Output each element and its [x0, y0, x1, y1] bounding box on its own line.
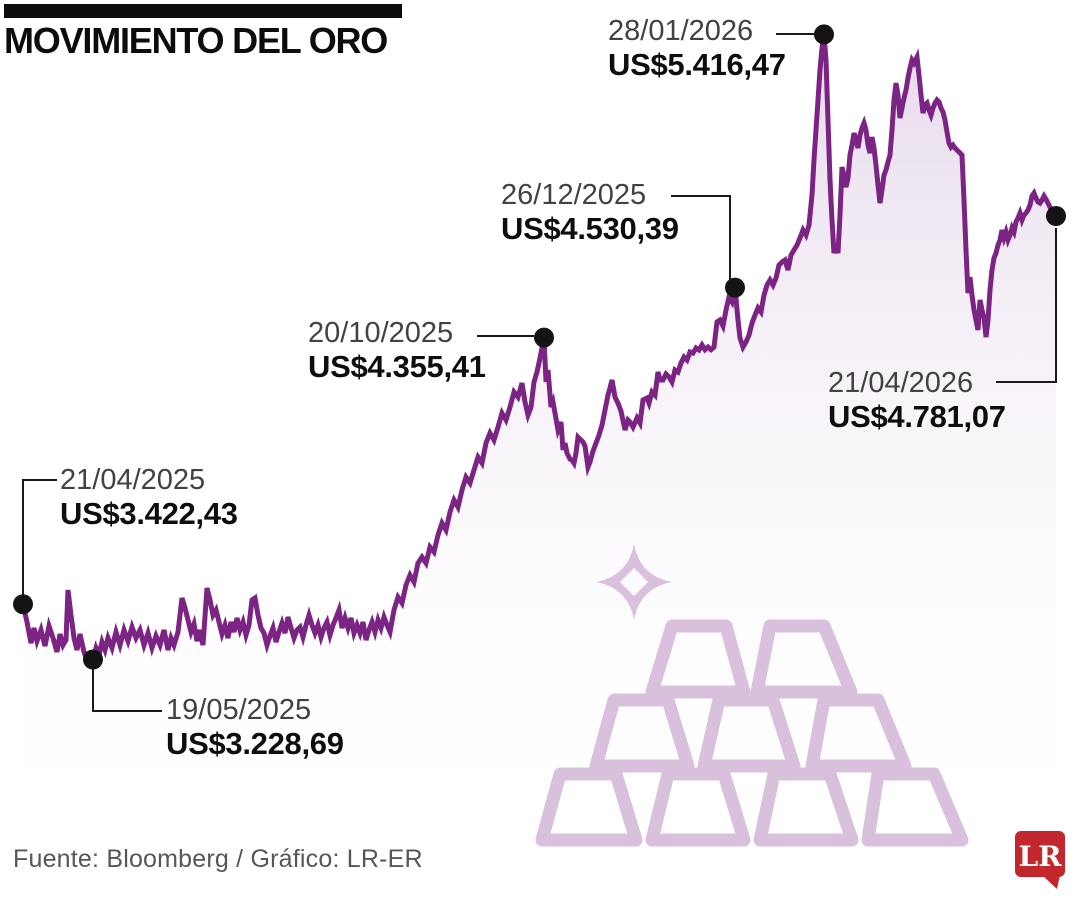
lr-logo-bubble — [1015, 831, 1065, 877]
lr-logo: LR — [1015, 831, 1065, 889]
annotation-low: 19/05/2025 US$3.228,69 — [166, 694, 344, 761]
annotation-value: US$4.530,39 — [501, 211, 679, 246]
annotation-value: US$3.422,43 — [60, 496, 238, 531]
annotation-oct-peak: 20/10/2025 US$4.355,41 — [308, 317, 486, 384]
gold-bar-icon — [753, 767, 859, 847]
data-point-dot — [13, 594, 33, 615]
annotation-value: US$5.416,47 — [608, 47, 786, 82]
annotation-connector-line — [92, 662, 162, 712]
data-point-dot — [725, 277, 745, 298]
gold-bar-icon — [750, 619, 858, 699]
annotation-dec: 26/12/2025 US$4.530,39 — [501, 179, 679, 246]
annotation-start: 21/04/2025 US$3.422,43 — [60, 464, 238, 531]
gold-bar-icon — [861, 767, 969, 847]
gold-bar-icon — [645, 767, 751, 847]
data-point-dot — [1046, 206, 1066, 226]
annotation-value: US$3.228,69 — [166, 726, 344, 761]
annotation-end: 21/04/2026 US$4.781,07 — [828, 367, 1006, 434]
price-line — [20, 34, 1058, 666]
lr-logo-tail — [1042, 875, 1060, 889]
annotation-date: 21/04/2026 — [828, 367, 974, 399]
title-accent-bar — [4, 4, 402, 18]
data-point-dot — [83, 649, 103, 670]
annotation-connectors — [22, 33, 1057, 712]
gold-bar-icon — [805, 693, 912, 773]
data-point-dot — [814, 24, 834, 45]
gold-bars-watermark — [535, 544, 969, 847]
sparkle-icon — [596, 544, 672, 620]
chart-title: MOVIMIENTO DEL ORO — [4, 20, 388, 61]
gold-bar-icon — [535, 767, 643, 847]
annotation-high: 28/01/2026 US$5.416,47 — [608, 15, 786, 82]
gold-bar-icon — [697, 693, 801, 773]
annotation-date: 28/01/2026 — [608, 15, 754, 47]
data-point-dot — [534, 327, 554, 348]
annotation-connector-line — [22, 479, 57, 600]
annotation-date: 26/12/2025 — [501, 179, 647, 211]
annotation-dots — [13, 24, 1066, 670]
price-area-fill — [23, 34, 1056, 848]
annotation-value: US$4.781,07 — [828, 399, 1006, 434]
lr-logo-text: LR — [1019, 840, 1063, 873]
source-credit: Fuente: Bloomberg / Gráfico: LR-ER — [13, 845, 423, 873]
gold-bar-icon — [589, 693, 695, 773]
annotation-date: 21/04/2025 — [60, 464, 206, 496]
annotation-date: 20/10/2025 — [308, 317, 454, 349]
annotation-connector-line — [671, 195, 731, 281]
annotation-value: US$4.355,41 — [308, 349, 486, 384]
gold-bar-icon — [645, 619, 751, 699]
annotation-connector-line — [996, 228, 1057, 383]
annotation-date: 19/05/2025 — [166, 694, 312, 726]
